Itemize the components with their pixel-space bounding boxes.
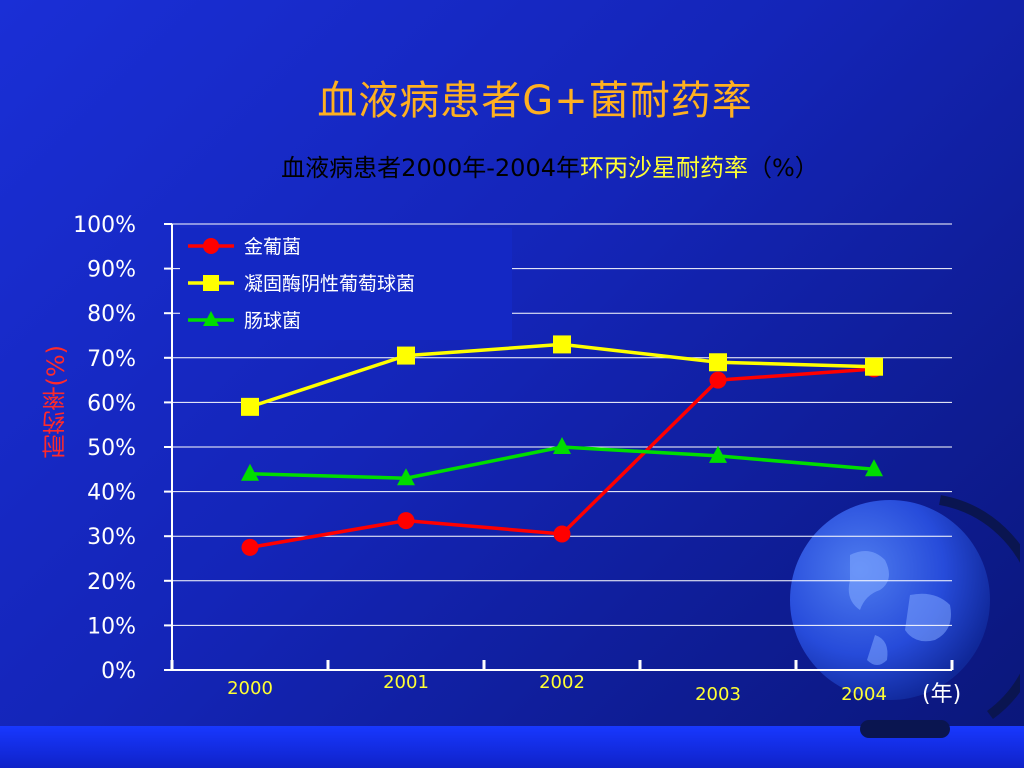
- y-tick-label: 30%: [87, 525, 136, 550]
- data-point: [709, 371, 727, 389]
- data-point: [865, 459, 883, 477]
- series-layer: [241, 335, 883, 556]
- data-point: [553, 437, 571, 454]
- axis-layer: 0% 10% 20% 30% 40% 50% 60% 70% 80% 90% 100% 2000 200…: [73, 213, 954, 705]
- data-point: [397, 512, 415, 530]
- y-tick-label: 50%: [87, 436, 136, 461]
- y-tick-label: 70%: [87, 347, 136, 372]
- data-point: [865, 357, 883, 376]
- y-tick-label: 10%: [87, 614, 136, 639]
- x-axis-unit: (年): [922, 682, 962, 707]
- subtitle-highlight: 环丙沙星耐药率: [580, 154, 748, 182]
- data-point: [553, 335, 571, 354]
- y-tick-label: 40%: [87, 481, 136, 506]
- subtitle-prefix: 血液病患者2000年-2004年: [281, 154, 580, 182]
- legend-box: [180, 228, 512, 340]
- x-tick-label: 2004: [841, 684, 887, 705]
- bottom-band: [0, 726, 1024, 768]
- legend-marker: [203, 238, 219, 254]
- data-point: [241, 538, 259, 556]
- x-tick-label: 2002: [539, 672, 585, 693]
- x-tick-label: 2001: [383, 672, 429, 693]
- chart-subtitle: 血液病患者2000年-2004年环丙沙星耐药率（%）: [0, 148, 1024, 183]
- y-tick-label: 0%: [101, 659, 136, 684]
- legend-marker: [203, 275, 219, 291]
- data-point: [709, 353, 727, 372]
- y-tick-label: 20%: [87, 570, 136, 595]
- legend-label: 肠球菌: [244, 310, 301, 332]
- legend-marker: [203, 311, 219, 326]
- y-tick-label: 60%: [87, 391, 136, 416]
- subtitle-suffix: （%）: [748, 154, 819, 182]
- y-tick-label: 100%: [73, 213, 136, 238]
- data-point: [709, 445, 727, 463]
- x-tick-label: 2000: [227, 678, 273, 699]
- y-tick-label: 90%: [87, 258, 136, 283]
- data-point: [241, 463, 259, 481]
- x-tick-label: 2003: [695, 684, 741, 705]
- data-point: [553, 525, 571, 543]
- slide-title: 血液病患者G+菌耐药率: [317, 78, 753, 124]
- data-point: [241, 397, 259, 416]
- series-line-1: [249, 367, 875, 550]
- legend-label: 金葡菌: [244, 236, 301, 258]
- y-tick-label: 80%: [87, 302, 136, 327]
- data-point: [397, 346, 415, 365]
- legend-label: 凝固酶阴性葡萄球菌: [244, 273, 415, 295]
- data-point: [397, 468, 415, 486]
